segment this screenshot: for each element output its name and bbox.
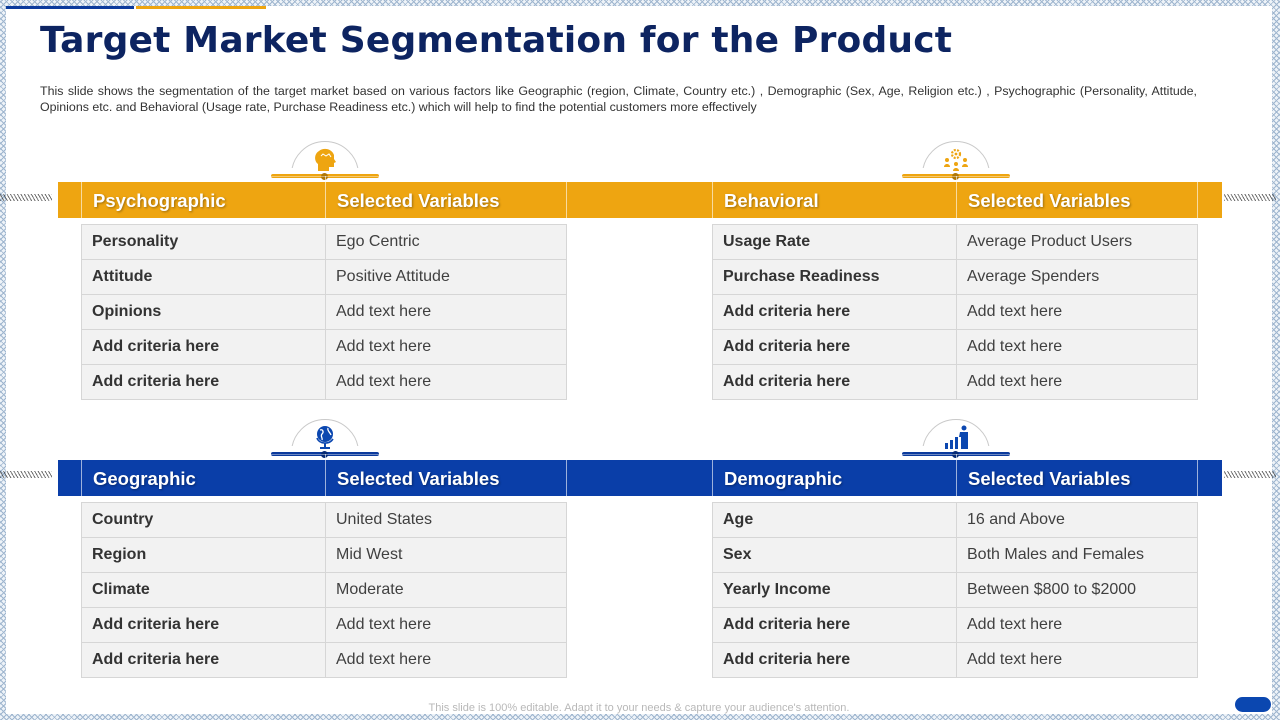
- behavioral-table: Behavioral Selected Variables Usage Rate…: [712, 176, 1198, 400]
- globe-icon: [316, 426, 334, 449]
- table-row: Add criteria here Add text here: [712, 642, 1198, 678]
- criteria-cell: Region: [81, 537, 326, 573]
- psychographic-table: Psychographic Selected Variables Persona…: [81, 176, 567, 400]
- gear-people-icon: [944, 148, 968, 171]
- criteria-cell: Personality: [81, 224, 326, 260]
- value-cell: Add text here: [325, 607, 567, 643]
- value-cell: United States: [325, 502, 567, 538]
- footer-note: This slide is 100% editable. Adapt it to…: [428, 702, 850, 714]
- criteria-cell: Add criteria here: [712, 294, 957, 330]
- value-cell: Add text here: [325, 364, 567, 400]
- behavioral-icon-badge: [902, 141, 1010, 181]
- person-bar-chart-icon: [945, 425, 968, 449]
- slide-description: This slide shows the segmentation of the…: [40, 84, 1197, 114]
- page-indicator[interactable]: [1235, 697, 1271, 712]
- table-header-variables: Selected Variables: [956, 454, 1198, 497]
- table-row: Add criteria here Add text here: [81, 642, 567, 678]
- value-cell: Average Spenders: [956, 259, 1198, 295]
- criteria-cell: Add criteria here: [81, 364, 326, 400]
- criteria-cell: Opinions: [81, 294, 326, 330]
- table-header-category: Behavioral: [712, 176, 957, 219]
- table-header-category: Geographic: [81, 454, 326, 497]
- criteria-cell: Add criteria here: [81, 329, 326, 365]
- table-header-category: Demographic: [712, 454, 957, 497]
- table-row: Age 16 and Above: [712, 502, 1198, 538]
- table-header-row: Demographic Selected Variables: [712, 454, 1198, 497]
- value-cell: Between $800 to $2000: [956, 572, 1198, 608]
- value-cell: Add text here: [325, 642, 567, 678]
- criteria-cell: Add criteria here: [81, 642, 326, 678]
- table-row: Add criteria here Add text here: [712, 607, 1198, 643]
- table-header-variables: Selected Variables: [325, 176, 567, 219]
- table-row: Country United States: [81, 502, 567, 538]
- criteria-cell: Climate: [81, 572, 326, 608]
- value-cell: Add text here: [325, 329, 567, 365]
- table-header-variables: Selected Variables: [956, 176, 1198, 219]
- value-cell: Add text here: [325, 294, 567, 330]
- value-cell: Add text here: [956, 642, 1198, 678]
- table-row: Attitude Positive Attitude: [81, 259, 567, 295]
- criteria-cell: Add criteria here: [712, 329, 957, 365]
- value-cell: 16 and Above: [956, 502, 1198, 538]
- table-row: Sex Both Males and Females: [712, 537, 1198, 573]
- criteria-cell: Usage Rate: [712, 224, 957, 260]
- geographic-icon-badge: [271, 419, 379, 459]
- criteria-cell: Add criteria here: [712, 607, 957, 643]
- criteria-cell: Country: [81, 502, 326, 538]
- left-hatch-top: [0, 194, 52, 201]
- psychographic-icon-badge: [271, 141, 379, 181]
- table-row: Personality Ego Centric: [81, 224, 567, 260]
- criteria-cell: Add criteria here: [712, 642, 957, 678]
- right-hatch-top: [1224, 194, 1276, 201]
- table-row: Add criteria here Add text here: [712, 329, 1198, 365]
- value-cell: Both Males and Females: [956, 537, 1198, 573]
- top-accent-blue: [6, 6, 134, 9]
- criteria-cell: Yearly Income: [712, 572, 957, 608]
- table-header-variables: Selected Variables: [325, 454, 567, 497]
- page-title: Target Market Segmentation for the Produ…: [40, 20, 953, 61]
- value-cell: Mid West: [325, 537, 567, 573]
- table-header-row: Geographic Selected Variables: [81, 454, 567, 497]
- table-header-row: Behavioral Selected Variables: [712, 176, 1198, 219]
- value-cell: Add text here: [956, 364, 1198, 400]
- geographic-table: Geographic Selected Variables Country Uni…: [81, 454, 567, 678]
- top-accent-gold: [136, 6, 266, 9]
- table-row: Add criteria here Add text here: [81, 607, 567, 643]
- criteria-cell: Sex: [712, 537, 957, 573]
- value-cell: Add text here: [956, 329, 1198, 365]
- table-row: Yearly Income Between $800 to $2000: [712, 572, 1198, 608]
- head-profile-icon: [315, 148, 336, 171]
- table-row: Opinions Add text here: [81, 294, 567, 330]
- table-row: Usage Rate Average Product Users: [712, 224, 1198, 260]
- demographic-table: Demographic Selected Variables Age 16 and…: [712, 454, 1198, 678]
- value-cell: Moderate: [325, 572, 567, 608]
- table-row: Add criteria here Add text here: [712, 294, 1198, 330]
- table-row: Add criteria here Add text here: [81, 364, 567, 400]
- table-row: Purchase Readiness Average Spenders: [712, 259, 1198, 295]
- criteria-cell: Attitude: [81, 259, 326, 295]
- criteria-cell: Purchase Readiness: [712, 259, 957, 295]
- right-hatch-bottom: [1224, 471, 1276, 478]
- criteria-cell: Add criteria here: [81, 607, 326, 643]
- table-header-row: Psychographic Selected Variables: [81, 176, 567, 219]
- value-cell: Ego Centric: [325, 224, 567, 260]
- left-hatch-bottom: [0, 471, 52, 478]
- table-header-category: Psychographic: [81, 176, 326, 219]
- value-cell: Positive Attitude: [325, 259, 567, 295]
- table-row: Add criteria here Add text here: [81, 329, 567, 365]
- table-row: Region Mid West: [81, 537, 567, 573]
- table-row: Climate Moderate: [81, 572, 567, 608]
- slide: Target Market Segmentation for the Produ…: [0, 6, 1276, 714]
- value-cell: Average Product Users: [956, 224, 1198, 260]
- demographic-icon-badge: [902, 419, 1010, 459]
- table-row: Add criteria here Add text here: [712, 364, 1198, 400]
- criteria-cell: Add criteria here: [712, 364, 957, 400]
- value-cell: Add text here: [956, 294, 1198, 330]
- criteria-cell: Age: [712, 502, 957, 538]
- value-cell: Add text here: [956, 607, 1198, 643]
